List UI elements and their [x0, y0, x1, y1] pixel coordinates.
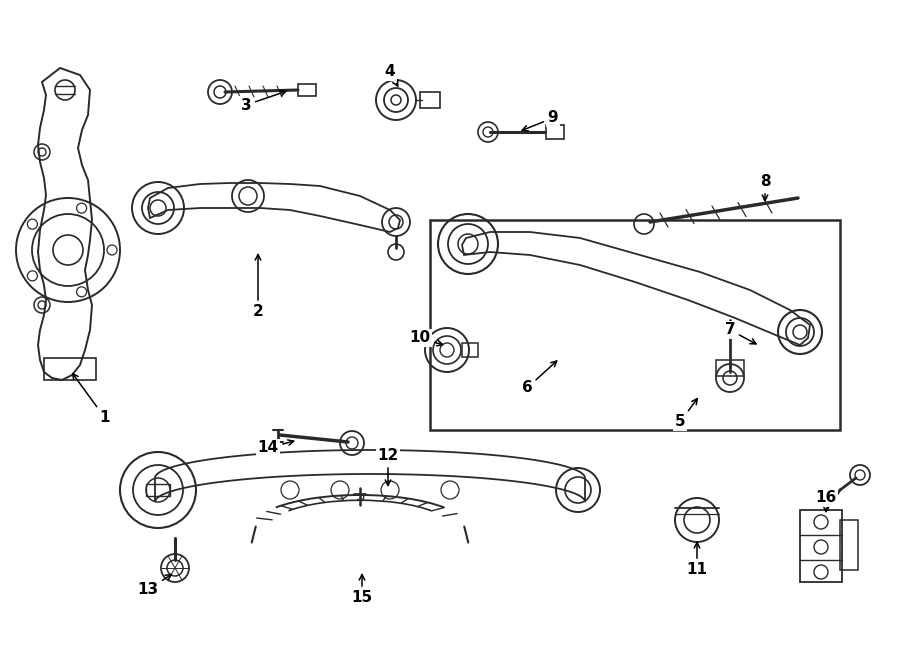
Bar: [462, 343, 478, 357]
Text: 8: 8: [760, 175, 770, 201]
Text: 10: 10: [410, 330, 443, 346]
Bar: [146, 484, 170, 496]
Bar: [430, 220, 840, 430]
Text: 13: 13: [138, 575, 171, 598]
Text: 2: 2: [253, 254, 264, 320]
Text: 4: 4: [384, 64, 398, 86]
Bar: [420, 92, 440, 108]
Text: 12: 12: [377, 448, 399, 485]
Text: 5: 5: [675, 399, 698, 430]
Bar: [840, 520, 858, 570]
Text: 3: 3: [240, 91, 286, 113]
Text: 15: 15: [351, 575, 373, 606]
Bar: [716, 360, 744, 376]
Bar: [298, 84, 316, 96]
Text: 14: 14: [257, 440, 293, 455]
Text: 6: 6: [522, 361, 557, 395]
Text: 16: 16: [815, 491, 837, 512]
Text: 1: 1: [73, 373, 110, 426]
Bar: [44, 358, 96, 380]
Bar: [800, 510, 842, 582]
Text: 11: 11: [687, 542, 707, 577]
Text: 9: 9: [522, 111, 558, 131]
Bar: [546, 125, 564, 139]
Text: 7: 7: [724, 322, 756, 344]
